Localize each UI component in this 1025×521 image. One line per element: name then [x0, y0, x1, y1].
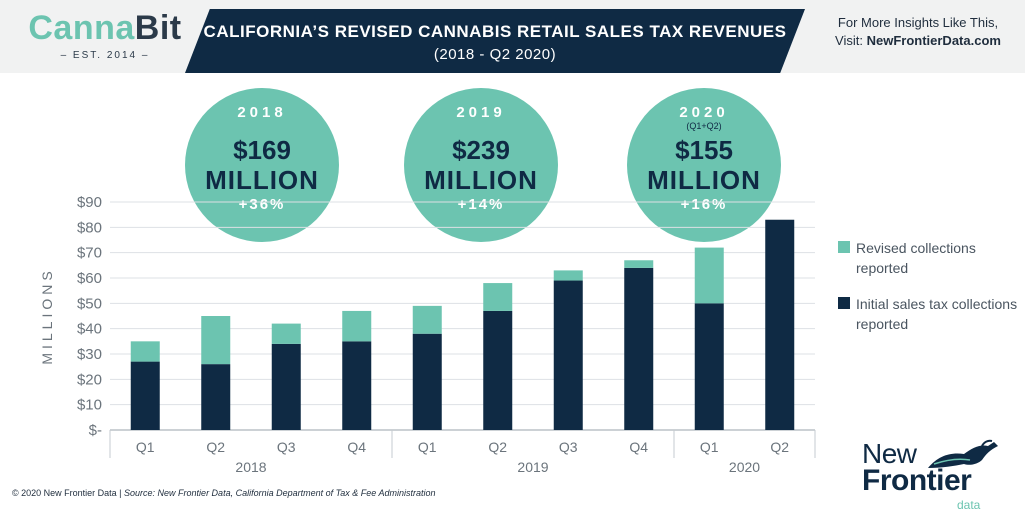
bar-initial — [694, 303, 724, 430]
summary-year: 2020 — [679, 104, 729, 121]
bar-initial — [412, 333, 442, 430]
legend-label-initial: Initial sales tax collections reported — [856, 296, 1018, 332]
nf-logo-line-3: data — [957, 498, 981, 512]
bar-initial — [765, 219, 795, 430]
summary-amount: $155 — [675, 135, 733, 165]
promo-text: For More Insights Like This, Visit: NewF… — [818, 14, 1018, 50]
logo-tagline: – EST. 2014 – — [60, 50, 150, 61]
summary-circle-2019: 2019 $239 MILLION +14% — [404, 88, 558, 242]
y-tick-label: $90 — [77, 194, 102, 211]
bar-revised — [342, 310, 372, 342]
x-tick-label: Q1 — [700, 439, 719, 455]
promo-line-1: For More Insights Like This, — [837, 15, 999, 30]
bar-revised — [201, 316, 231, 365]
bar-revised — [624, 260, 654, 268]
cannabit-logo: CannaBit – EST. 2014 – — [20, 10, 190, 68]
header-banner: CALIFORNIA’S REVISED CANNABIS RETAIL SAL… — [185, 9, 805, 73]
bar-revised — [483, 283, 513, 311]
x-group-label: 2019 — [517, 459, 548, 475]
bar-initial — [271, 343, 301, 430]
x-tick-label: Q2 — [770, 439, 789, 455]
x-tick-label: Q2 — [488, 439, 507, 455]
promo-link[interactable]: NewFrontierData.com — [866, 33, 1001, 48]
new-frontier-logo: New Frontier data — [862, 438, 1012, 513]
bar-initial — [624, 267, 654, 430]
horse-rider-icon — [928, 439, 998, 468]
x-tick-label: Q1 — [136, 439, 155, 455]
promo-visit: Visit: — [835, 33, 867, 48]
x-tick-label: Q3 — [559, 439, 578, 455]
y-tick-label: $30 — [77, 346, 102, 363]
x-group-label: 2020 — [729, 459, 760, 475]
bar-revised — [130, 341, 160, 362]
x-group-label: 2018 — [235, 459, 266, 475]
bar-revised — [694, 247, 724, 304]
summary-change: +14% — [457, 196, 505, 213]
summary-unit: MILLION — [647, 165, 761, 195]
bar-initial — [553, 280, 583, 430]
footer-source: Source: New Frontier Data, California De… — [124, 488, 436, 498]
summary-year: 2019 — [456, 104, 506, 121]
promo-line-2: Visit: NewFrontierData.com — [818, 32, 1018, 50]
bar-revised — [553, 270, 583, 281]
x-tick-label: Q4 — [347, 439, 366, 455]
summary-note: (Q1+Q2) — [686, 121, 722, 131]
x-tick-label: Q1 — [418, 439, 437, 455]
summary-circle-2020: 2020 (Q1+Q2) $155 MILLION +16% — [627, 88, 781, 242]
footer-copyright: © 2020 New Frontier Data | — [12, 488, 125, 498]
chart-legend: Revised collections reported Initial sal… — [838, 238, 1018, 350]
bar-initial — [130, 361, 160, 430]
bar-initial — [483, 310, 513, 430]
x-tick-label: Q4 — [629, 439, 648, 455]
summary-year: 2018 — [237, 104, 287, 121]
summary-unit: MILLION — [424, 165, 538, 195]
y-tick-label: $80 — [77, 219, 102, 236]
logo-word-b: Bit — [134, 9, 182, 47]
y-tick-label: $60 — [77, 270, 102, 287]
legend-item-revised: Revised collections reported — [838, 238, 1018, 278]
y-tick-label: $20 — [77, 371, 102, 388]
summary-circle-2018: 2018 $169 MILLION +36% — [185, 88, 339, 242]
bar-revised — [412, 305, 442, 334]
y-tick-label: $50 — [77, 295, 102, 312]
y-tick-label: $40 — [77, 321, 102, 338]
x-tick-label: Q3 — [277, 439, 296, 455]
nf-logo-line-1: New — [862, 438, 917, 469]
logo-word-a: Canna — [28, 9, 135, 47]
summary-amount: $169 — [233, 135, 291, 165]
logo-wordmark: CannaBit — [20, 10, 190, 46]
bar-initial — [201, 364, 231, 430]
y-tick-label: $10 — [77, 397, 102, 414]
summary-change: +16% — [680, 196, 728, 213]
page-title: CALIFORNIA’S REVISED CANNABIS RETAIL SAL… — [203, 22, 787, 41]
page-subtitle: (2018 - Q2 2020) — [433, 46, 557, 63]
legend-item-initial: Initial sales tax collections reported — [838, 294, 1018, 334]
bar-initial — [342, 341, 372, 430]
y-axis-title: MILLIONS — [39, 267, 55, 364]
footer-credits: © 2020 New Frontier Data | Source: New F… — [12, 488, 436, 498]
y-tick-label: $70 — [77, 245, 102, 262]
summary-change: +36% — [238, 196, 286, 213]
legend-swatch-initial — [838, 297, 850, 309]
summary-amount: $239 — [452, 135, 510, 165]
legend-swatch-revised — [838, 241, 850, 253]
y-tick-label: $- — [89, 422, 102, 439]
legend-label-revised: Revised collections reported — [856, 240, 976, 276]
bar-revised — [271, 323, 301, 344]
summary-unit: MILLION — [205, 165, 319, 195]
nf-logo-line-2: Frontier — [862, 464, 972, 497]
x-tick-label: Q2 — [206, 439, 225, 455]
